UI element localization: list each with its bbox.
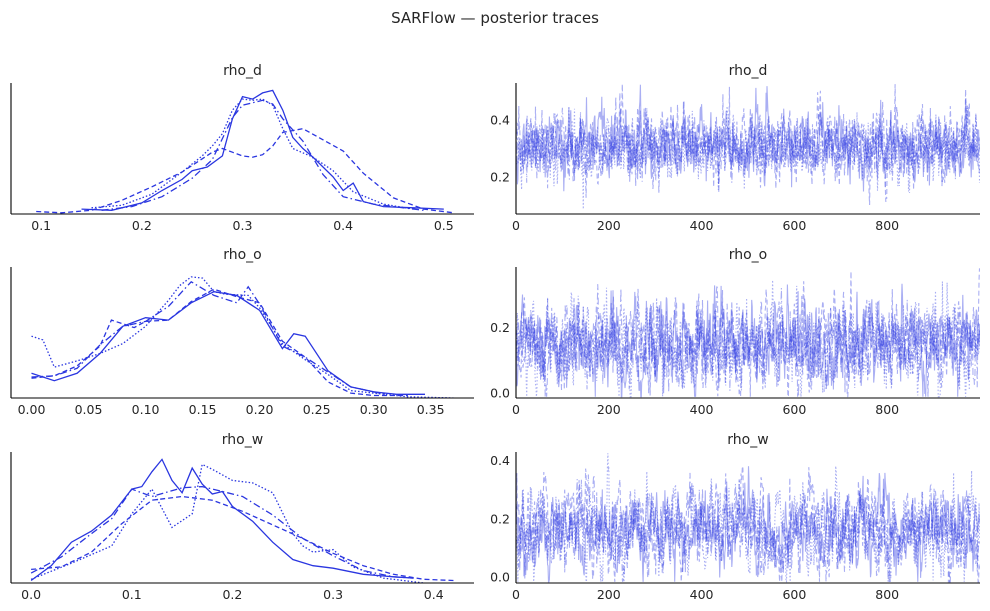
x-tick-label: 0.15 — [189, 402, 217, 417]
y-tick-label: 0.2 — [490, 320, 510, 335]
trace-line-dotted — [516, 106, 980, 210]
panel-title: rho_w — [222, 432, 263, 448]
density-line-solid — [81, 89, 444, 211]
x-tick-label: 200 — [597, 218, 621, 233]
trace-line-dashdot — [516, 96, 980, 194]
trace-line-dashdot — [516, 472, 980, 583]
x-tick-label: 0 — [512, 218, 520, 233]
x-tick-label: 0.2 — [222, 587, 242, 602]
trace-line-dashed — [516, 84, 980, 206]
density-line-dotted — [91, 98, 414, 210]
panel-title: rho_o — [729, 247, 768, 263]
density-line-dashed — [36, 128, 454, 214]
panel-density-rho_o: rho_o 0.00 0.05 0.10 0.15 0.20 0.25 0.30 0.35 — [10, 247, 474, 417]
panel-title: rho_d — [729, 63, 768, 79]
x-tick-label: 0.2 — [132, 218, 152, 233]
x-tick-label: 600 — [782, 587, 806, 602]
density-line-dashdot — [31, 280, 386, 395]
x-tick-label: 400 — [690, 218, 714, 233]
density-line-dotted — [30, 463, 424, 583]
x-tick-label: 0.10 — [132, 402, 160, 417]
x-tick-label: 400 — [690, 402, 714, 417]
panel-title: rho_d — [223, 63, 262, 79]
x-tick-label: 400 — [690, 587, 714, 602]
x-tick-label: 0.3 — [323, 587, 343, 602]
x-tick-label: 0.05 — [75, 402, 103, 417]
density-line-solid — [30, 458, 414, 582]
x-tick-label: 0.4 — [424, 587, 444, 602]
x-tick-label: 0.0 — [21, 587, 41, 602]
density-line-dashed — [31, 495, 454, 582]
x-tick-label: 0.1 — [31, 218, 51, 233]
x-tick-label: 600 — [782, 402, 806, 417]
x-tick-label: 0.1 — [122, 587, 142, 602]
y-tick-label: 0.2 — [490, 511, 510, 526]
panel-density-rho_d: rho_d 0.1 0.2 0.3 0.4 0.5 — [10, 63, 474, 233]
y-tick-label: 0.2 — [490, 169, 510, 184]
x-tick-label: 0.3 — [233, 218, 253, 233]
x-tick-label: 200 — [597, 587, 621, 602]
density-line-solid — [31, 291, 425, 395]
panel-title: rho_w — [727, 432, 768, 448]
x-tick-label: 0.00 — [18, 402, 46, 417]
trace-line-dotted — [516, 453, 980, 583]
x-tick-label: 0.4 — [333, 218, 353, 233]
trace-line-dashed — [516, 465, 980, 583]
density-line-dotted — [31, 276, 454, 398]
panel-trace-rho_d: rho_d 0 200 400 600 800 0.2 0.4 — [490, 63, 980, 233]
x-tick-label: 800 — [875, 402, 899, 417]
y-tick-label: 0.4 — [490, 453, 510, 468]
y-tick-label: 0.4 — [490, 113, 510, 128]
x-tick-label: 0.35 — [417, 402, 445, 417]
x-tick-label: 0.30 — [360, 402, 388, 417]
trace-line-solid — [516, 84, 980, 192]
density-line-dashdot — [101, 99, 424, 211]
y-tick-label: 0.0 — [490, 570, 510, 585]
x-tick-label: 200 — [597, 402, 621, 417]
density-line-dashed — [31, 288, 408, 397]
x-tick-label: 800 — [875, 587, 899, 602]
panel-trace-rho_o: rho_o 0 200 400 600 800 0.0 0.2 — [490, 247, 980, 417]
panel-density-rho_w: rho_w 0.0 0.1 0.2 0.3 0.4 — [10, 432, 474, 602]
trace-line-dashed — [516, 268, 980, 398]
panel-trace-rho_w: rho_w 0 200 400 600 800 0.0 0.2 0.4 — [490, 432, 980, 602]
panel-title: rho_o — [223, 247, 262, 263]
x-tick-label: 0.20 — [246, 402, 274, 417]
trace-line-solid — [516, 466, 980, 583]
trace-line-solid — [516, 283, 980, 398]
figure-title: SARFlow — posterior traces — [391, 9, 599, 27]
x-tick-label: 0 — [512, 587, 520, 602]
x-tick-label: 0 — [512, 402, 520, 417]
x-tick-label: 800 — [875, 218, 899, 233]
x-tick-label: 600 — [782, 218, 806, 233]
y-tick-label: 0.0 — [490, 386, 510, 401]
x-tick-label: 0.25 — [303, 402, 331, 417]
trace-line-dashdot — [516, 284, 980, 398]
x-tick-label: 0.5 — [434, 218, 454, 233]
